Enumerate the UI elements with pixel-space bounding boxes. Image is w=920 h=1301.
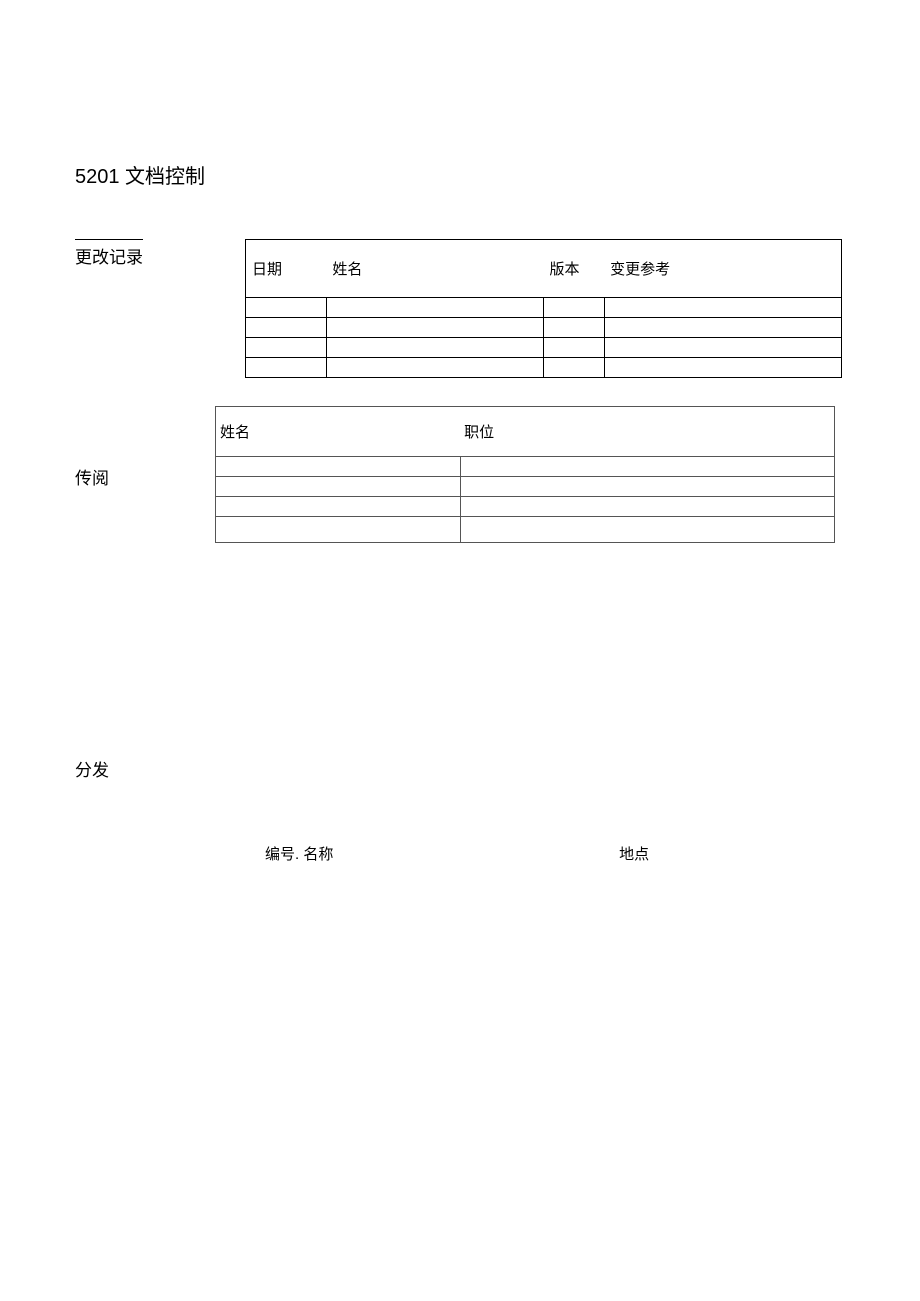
distribution-label: 分发 xyxy=(75,756,845,781)
circulation-label-area: 传阅 xyxy=(75,406,215,546)
page-title: 5201 文档控制 xyxy=(75,160,845,189)
table-row xyxy=(216,457,835,477)
table-row xyxy=(216,497,835,517)
table-row xyxy=(216,477,835,497)
table-header-row: 姓名 职位 xyxy=(216,407,835,457)
changelog-label-area: 更改记录 xyxy=(75,239,245,268)
col-number-name: 编号. 名称 xyxy=(265,843,615,864)
changelog-label: 更改记录 xyxy=(75,243,245,268)
table-row xyxy=(246,338,842,358)
col-version: 版本 xyxy=(543,240,604,298)
circulation-table: 姓名 职位 xyxy=(215,406,835,543)
document-page: 5201 文档控制 更改记录 日期 姓名 版本 变更参考 传阅 姓名 xyxy=(0,0,920,864)
table-row xyxy=(246,298,842,318)
col-position: 职位 xyxy=(460,407,834,457)
col-name: 姓名 xyxy=(326,240,543,298)
table-row xyxy=(216,517,835,543)
col-location: 地点 xyxy=(619,846,649,863)
table-row xyxy=(246,358,842,378)
underline-decor xyxy=(75,239,143,240)
col-name: 姓名 xyxy=(216,407,461,457)
col-date: 日期 xyxy=(246,240,327,298)
changelog-table: 日期 姓名 版本 变更参考 xyxy=(245,239,842,378)
circulation-section: 传阅 姓名 职位 xyxy=(75,406,845,546)
table-header-row: 日期 姓名 版本 变更参考 xyxy=(246,240,842,298)
changelog-section: 更改记录 日期 姓名 版本 变更参考 xyxy=(75,239,845,378)
distribution-section: 分发 编号. 名称 地点 xyxy=(75,756,845,864)
table-row xyxy=(246,318,842,338)
distribution-headers: 编号. 名称 地点 xyxy=(75,843,845,864)
col-change-ref: 变更参考 xyxy=(604,240,841,298)
circulation-label: 传阅 xyxy=(75,464,109,489)
